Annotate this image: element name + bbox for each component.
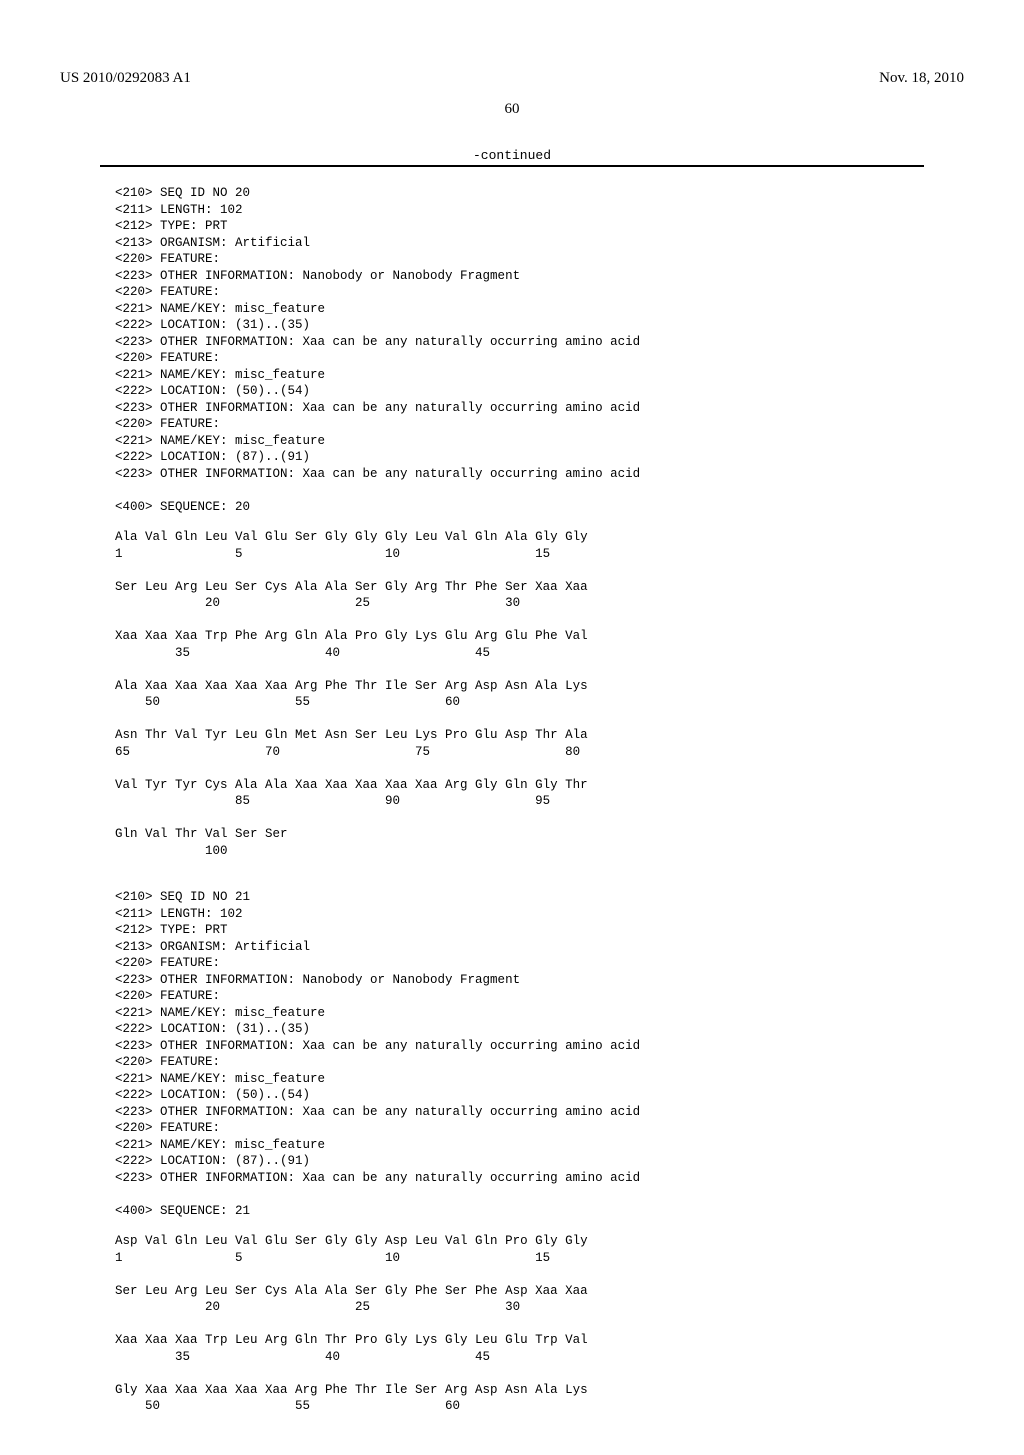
publication-date: Nov. 18, 2010: [879, 70, 964, 87]
seq-20-body: Ala Val Gln Leu Val Glu Ser Gly Gly Gly …: [115, 529, 964, 859]
seq-20-meta: <210> SEQ ID NO 20 <211> LENGTH: 102 <21…: [115, 185, 964, 515]
page-container: US 2010/0292083 A1 Nov. 18, 2010 60 -con…: [0, 0, 1024, 1455]
page-number: 60: [60, 101, 964, 118]
publication-number: US 2010/0292083 A1: [60, 70, 191, 87]
spacer: [60, 859, 964, 889]
seq-21-body: Asp Val Gln Leu Val Glu Ser Gly Gly Asp …: [115, 1233, 964, 1415]
seq-21-meta: <210> SEQ ID NO 21 <211> LENGTH: 102 <21…: [115, 889, 964, 1219]
horizontal-rule: [100, 165, 924, 167]
spacer: [60, 515, 964, 529]
continued-label: -continued: [60, 148, 964, 163]
page-header: US 2010/0292083 A1 Nov. 18, 2010: [60, 70, 964, 87]
spacer: [60, 1219, 964, 1233]
